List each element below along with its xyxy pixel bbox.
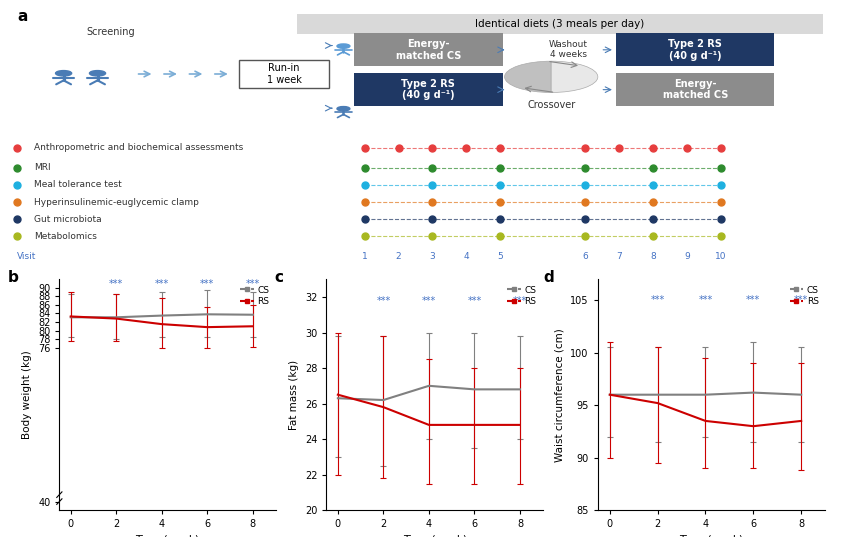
Text: 5: 5 [498, 252, 503, 260]
Text: 2: 2 [396, 252, 401, 260]
Legend: CS, RS: CS, RS [238, 284, 271, 308]
Text: ***: *** [200, 279, 215, 289]
Text: ***: *** [794, 295, 808, 306]
Circle shape [90, 70, 105, 76]
Text: Energy-
matched CS: Energy- matched CS [662, 79, 728, 100]
FancyBboxPatch shape [239, 60, 329, 88]
X-axis label: Time (week): Time (week) [136, 535, 199, 537]
Text: ***: *** [746, 295, 761, 306]
Text: Meal tolerance test: Meal tolerance test [34, 180, 121, 190]
Text: 10: 10 [715, 252, 727, 260]
Text: Screening: Screening [86, 27, 135, 37]
Text: ***: *** [154, 279, 169, 289]
FancyBboxPatch shape [616, 33, 774, 66]
Text: MRI: MRI [34, 163, 51, 172]
Text: Identical diets (3 meals per day): Identical diets (3 meals per day) [475, 19, 644, 29]
X-axis label: Time (week): Time (week) [403, 535, 466, 537]
Text: 7: 7 [616, 252, 622, 260]
Text: ***: *** [109, 279, 124, 289]
Text: Treatment
8 weeks: Treatment 8 weeks [689, 40, 735, 59]
Text: Type 2 RS
(40 g d⁻¹): Type 2 RS (40 g d⁻¹) [668, 39, 722, 61]
Circle shape [337, 44, 350, 48]
Text: ***: *** [650, 295, 665, 306]
Text: Anthropometric and biochemical assessments: Anthropometric and biochemical assessmen… [34, 143, 243, 153]
FancyBboxPatch shape [354, 73, 503, 106]
Text: Gut microbiota: Gut microbiota [34, 215, 102, 223]
Text: 1: 1 [362, 252, 367, 260]
Text: 6: 6 [583, 252, 588, 260]
Text: Crossover: Crossover [527, 100, 575, 110]
Y-axis label: Body weight (kg): Body weight (kg) [22, 350, 32, 439]
Text: Metabolomics: Metabolomics [34, 232, 97, 241]
Wedge shape [551, 61, 598, 92]
Text: b: b [8, 270, 19, 285]
Text: Washout
4 weeks: Washout 4 weeks [549, 40, 588, 59]
Y-axis label: Fat mass (kg): Fat mass (kg) [289, 360, 299, 430]
Text: 4: 4 [464, 252, 469, 260]
Circle shape [56, 70, 71, 76]
Text: Type 2 RS
(40 g d⁻¹): Type 2 RS (40 g d⁻¹) [401, 79, 455, 100]
Y-axis label: Waist circumference (cm): Waist circumference (cm) [555, 328, 565, 462]
Text: Hyperinsulinemic-euglycemic clamp: Hyperinsulinemic-euglycemic clamp [34, 198, 198, 207]
Text: ***: *** [246, 279, 260, 289]
Text: ***: *** [421, 296, 436, 306]
Text: 3: 3 [430, 252, 435, 260]
Text: c: c [275, 270, 283, 285]
Text: ***: *** [467, 296, 482, 306]
Text: Treatment
8 weeks: Treatment 8 weeks [401, 40, 447, 59]
FancyBboxPatch shape [297, 14, 823, 34]
FancyBboxPatch shape [616, 73, 774, 106]
X-axis label: Time (week): Time (week) [679, 535, 744, 537]
Text: a: a [17, 9, 27, 24]
Text: d: d [544, 270, 554, 285]
Text: ***: *** [377, 296, 391, 306]
Legend: CS, RS: CS, RS [788, 284, 821, 308]
Text: ***: *** [699, 295, 712, 306]
Text: ***: *** [513, 296, 527, 306]
Text: Energy-
matched CS: Energy- matched CS [395, 39, 461, 61]
Circle shape [337, 106, 350, 111]
Text: 8: 8 [650, 252, 656, 260]
Wedge shape [505, 61, 551, 92]
Text: 9: 9 [684, 252, 689, 260]
FancyBboxPatch shape [354, 33, 503, 66]
Text: Run-in
1 week: Run-in 1 week [266, 63, 302, 85]
Legend: CS, RS: CS, RS [505, 284, 538, 308]
Text: Visit: Visit [17, 252, 36, 260]
